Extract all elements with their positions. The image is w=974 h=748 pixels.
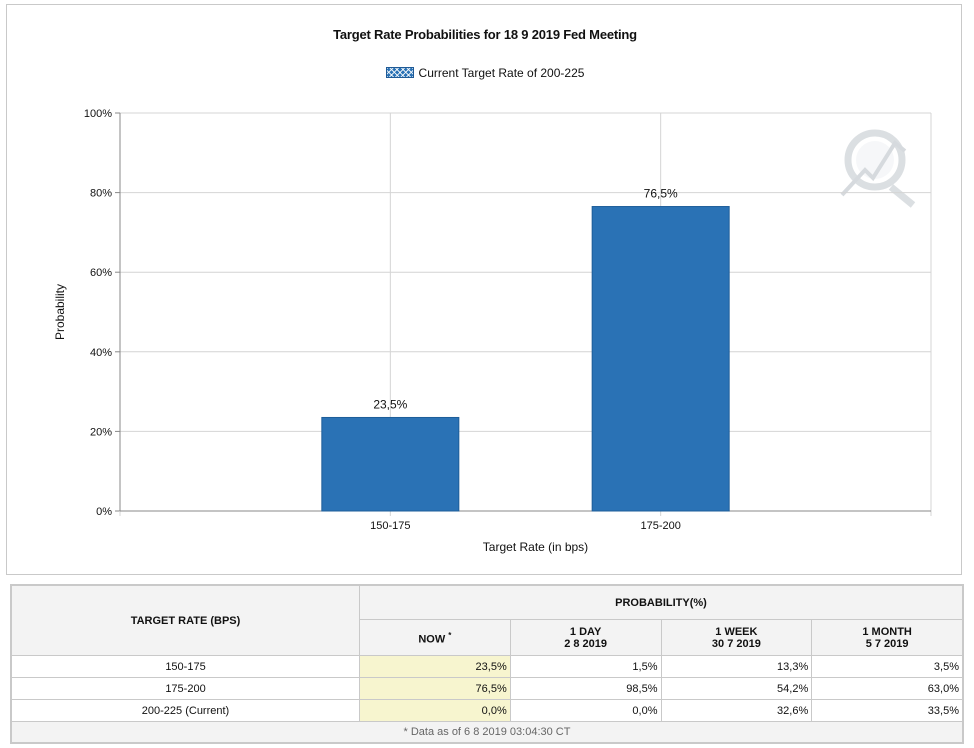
- x-tick-label: 175-200: [640, 520, 680, 532]
- row-month-value: 33,5%: [811, 699, 963, 722]
- table-row: 175-200 76,5% 98,5% 54,2% 63,0%: [11, 677, 963, 700]
- y-tick-label: 0%: [96, 506, 112, 518]
- row-week-value: 13,3%: [660, 655, 813, 678]
- legend-label: Current Target Rate of 200-225: [418, 66, 585, 80]
- bar-value-label: 76,5%: [644, 187, 678, 201]
- row-target-rate: 150-175: [11, 655, 360, 678]
- y-axis-title: Probability: [53, 284, 67, 340]
- bar-value-label: 23,5%: [373, 397, 407, 411]
- x-tick-label: 150-175: [370, 520, 410, 532]
- row-month-value: 63,0%: [811, 677, 963, 700]
- row-now-value: 76,5%: [359, 677, 511, 700]
- header-probability: PROBABILITY(%): [359, 585, 963, 620]
- table-row: 150-175 23,5% 1,5% 13,3% 3,5%: [11, 655, 963, 678]
- chart-legend[interactable]: Current Target Rate of 200-225: [7, 66, 963, 80]
- header-1-week: 1 WEEK 30 7 2019: [660, 619, 813, 656]
- row-day-value: 1,5%: [509, 655, 662, 678]
- row-day-value: 98,5%: [509, 677, 662, 700]
- row-month-value: 3,5%: [811, 655, 963, 678]
- chart-panel: Target Rate Probabilities for 18 9 2019 …: [6, 4, 962, 575]
- bar: [321, 416, 460, 512]
- header-1-day: 1 DAY 2 8 2019: [509, 619, 662, 656]
- table-row: 200-225 (Current) 0,0% 0,0% 32,6% 33,5%: [11, 699, 963, 722]
- header-1-month: 1 MONTH 5 7 2019: [811, 619, 963, 656]
- row-day-value: 0,0%: [509, 699, 662, 722]
- y-tick-label: 20%: [90, 426, 112, 438]
- probability-table-panel: TARGET RATE (BPS) PROBABILITY(%) NOW * 1…: [10, 584, 964, 744]
- chart-title: Target Rate Probabilities for 18 9 2019 …: [333, 27, 637, 42]
- row-week-value: 32,6%: [660, 699, 813, 722]
- row-target-rate: 175-200: [11, 677, 360, 700]
- row-now-value: 23,5%: [359, 655, 511, 678]
- y-tick-label: 100%: [84, 108, 112, 120]
- row-target-rate: 200-225 (Current): [11, 699, 360, 722]
- row-now-value: 0,0%: [359, 699, 511, 722]
- data-timestamp-footnote: * Data as of 6 8 2019 03:04:30 CT: [11, 721, 963, 743]
- watermark-logo-icon: [840, 129, 916, 208]
- row-week-value: 54,2%: [660, 677, 813, 700]
- header-target-rate: TARGET RATE (BPS): [11, 585, 360, 656]
- header-now: NOW *: [359, 619, 511, 656]
- y-tick-label: 40%: [90, 347, 112, 359]
- y-tick-label: 80%: [90, 188, 112, 200]
- probability-table: TARGET RATE (BPS) PROBABILITY(%) NOW * 1…: [11, 585, 963, 743]
- bar: [591, 206, 730, 512]
- x-axis-title: Target Rate (in bps): [483, 540, 588, 554]
- y-tick-label: 60%: [90, 267, 112, 279]
- bar-chart-plot: 0% 20% 40% 60% 80% 100% 23,5% 150-175 76,5% 175-2…: [53, 108, 932, 554]
- legend-swatch: [385, 67, 414, 78]
